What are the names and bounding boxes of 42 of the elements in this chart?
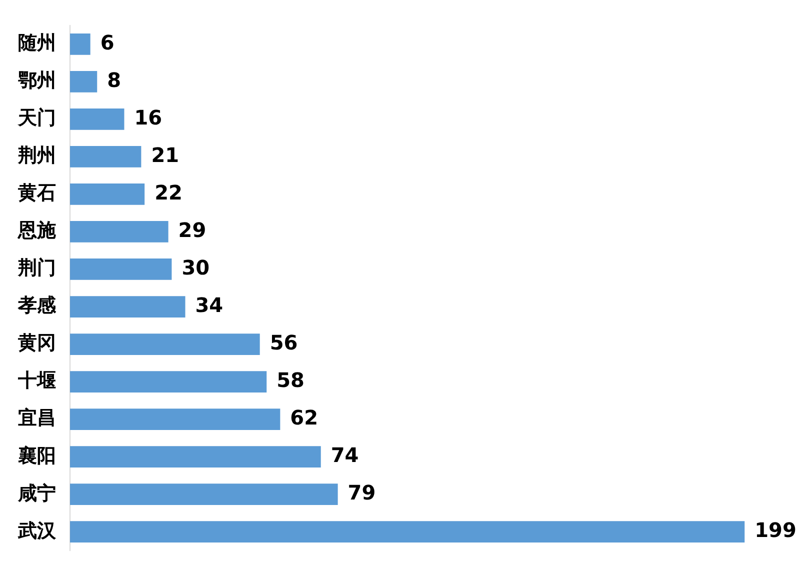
bar: [70, 70, 98, 92]
y-tick-label: 荆门: [17, 257, 56, 280]
bar: [70, 521, 745, 543]
data-label: 6: [100, 30, 114, 54]
y-tick-label: 襄阳: [18, 444, 56, 467]
y-tick-label: 孝感: [17, 294, 57, 317]
bar: [70, 484, 338, 506]
bar: [70, 146, 142, 168]
data-label: 30: [182, 255, 210, 280]
y-tick-label: 宜昌: [18, 407, 56, 430]
bar: [70, 371, 267, 392]
y-tick-label: 咸宁: [17, 482, 56, 504]
data-label: 62: [290, 406, 318, 430]
y-tick-label: 恩施: [17, 220, 57, 242]
data-label: 22: [154, 180, 182, 204]
y-tick-label: 十堰: [17, 370, 56, 392]
bar: [70, 296, 186, 318]
bar: [70, 184, 145, 205]
data-label: 79: [348, 480, 376, 505]
data-label: 34: [195, 292, 224, 317]
y-tick-label: 鄂州: [18, 70, 56, 92]
y-tick-label: 荆州: [17, 144, 56, 167]
data-label: 21: [151, 142, 180, 167]
data-label: 58: [276, 368, 304, 392]
y-tick-label: 黄石: [17, 182, 56, 204]
data-label: 56: [270, 330, 298, 354]
data-label: 8: [107, 68, 122, 92]
bar: [70, 446, 321, 468]
data-label: 199: [754, 518, 796, 542]
y-tick-label: 天门: [17, 107, 56, 130]
bar: [70, 334, 260, 355]
y-tick-label: 随州: [18, 32, 56, 54]
bar: [70, 221, 168, 242]
y-tick-label: 武汉: [17, 520, 57, 542]
y-tick-label: 黄冈: [17, 332, 56, 354]
bar: [70, 108, 124, 130]
bar: [70, 33, 90, 55]
bar: [70, 258, 172, 280]
data-label: 74: [330, 443, 359, 468]
data-label: 16: [134, 105, 162, 130]
data-label: 29: [178, 218, 206, 242]
bar: [70, 408, 280, 430]
